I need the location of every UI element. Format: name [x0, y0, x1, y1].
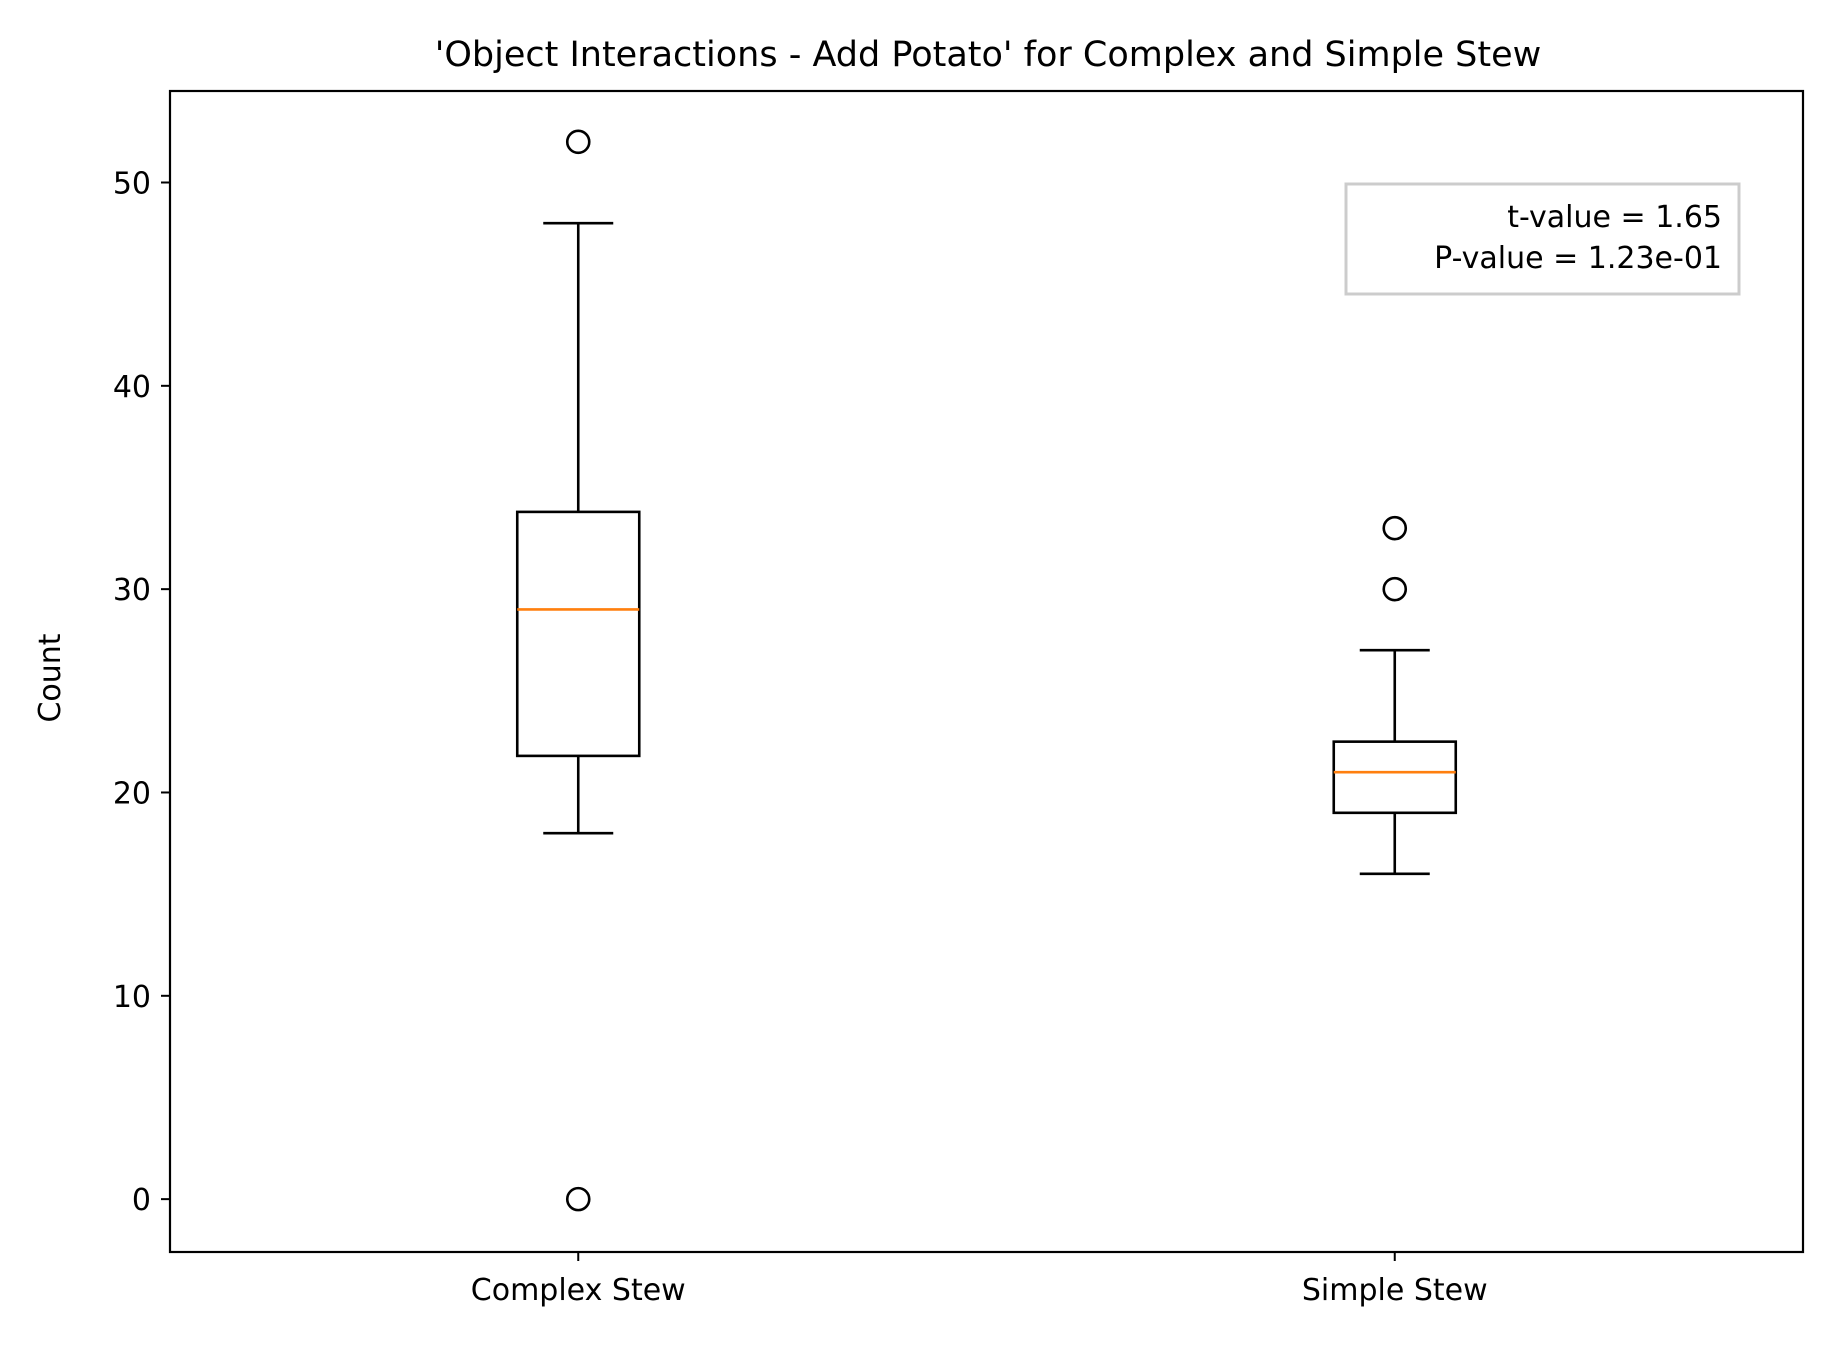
y-tick-label: 0	[132, 1183, 151, 1218]
x-tick-label: Complex Stew	[471, 1273, 686, 1308]
y-tick-label: 20	[113, 776, 151, 811]
p-value-text: P-value = 1.23e-01	[1434, 241, 1722, 276]
axes-frame	[168, 89, 1805, 1254]
box-iqr	[1332, 740, 1458, 815]
plot-area: 0 10 20 30 40 50 Complex Stew Simple Stew	[113, 89, 1805, 1308]
t-value-text: t-value = 1.65	[1507, 200, 1722, 235]
y-tick-label: 40	[113, 370, 151, 405]
outlier-point	[1382, 515, 1408, 541]
y-tick-label: 50	[113, 166, 151, 201]
chart-title: 'Object Interactions - Add Potato' for C…	[435, 35, 1542, 75]
outlier-point	[565, 129, 591, 155]
y-tick-label: 30	[113, 573, 151, 608]
outlier-point	[565, 1186, 591, 1212]
y-axis-label: Count	[33, 633, 68, 722]
y-tick-label: 10	[113, 980, 151, 1015]
stats-annotation-box	[1344, 182, 1741, 296]
box-iqr	[515, 510, 641, 758]
stats-annotation: t-value = 1.65 P-value = 1.23e-01	[1344, 182, 1741, 296]
outlier-point	[1382, 576, 1408, 602]
x-tick-label: Simple Stew	[1302, 1273, 1488, 1308]
